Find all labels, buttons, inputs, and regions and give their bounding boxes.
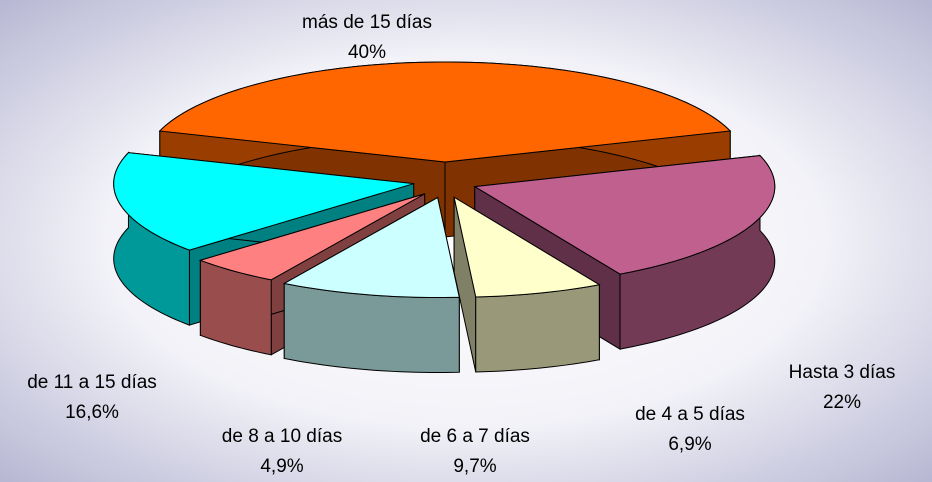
slice-value-label: 16,6% bbox=[65, 402, 119, 423]
slice-top bbox=[453, 196, 601, 298]
slice-top bbox=[282, 196, 460, 299]
slice-label: más de 15 días bbox=[302, 12, 432, 33]
slice-value-label: 6,9% bbox=[668, 434, 711, 455]
pie-slice bbox=[282, 196, 460, 374]
slice-value-label: 22% bbox=[823, 392, 861, 413]
slice-top bbox=[198, 193, 425, 281]
slice-value-label: 9,7% bbox=[453, 456, 496, 477]
slice-top bbox=[158, 61, 732, 163]
slice-label: Hasta 3 días bbox=[789, 362, 896, 383]
slice-top bbox=[113, 152, 414, 251]
pie-slice bbox=[453, 196, 601, 373]
slice-top bbox=[473, 155, 776, 275]
slice-label: de 8 a 10 días bbox=[222, 426, 342, 447]
slice-wall bbox=[475, 284, 600, 373]
slice-value-label: 40% bbox=[348, 42, 386, 63]
slice-label: de 6 a 7 días bbox=[420, 426, 530, 447]
slice-label: de 11 a 15 días bbox=[27, 372, 157, 393]
slice-value-label: 4,9% bbox=[260, 456, 303, 477]
slice-label: de 4 a 5 días bbox=[635, 404, 745, 425]
